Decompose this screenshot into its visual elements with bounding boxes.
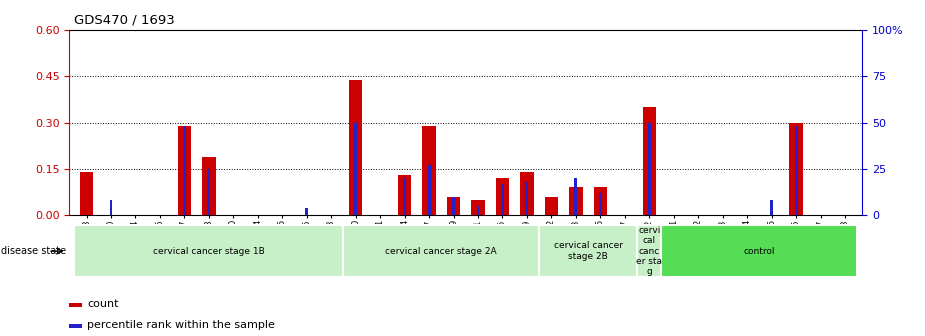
Bar [501,183,504,215]
Bar [520,172,534,215]
Bar [403,178,406,215]
Bar [471,200,485,215]
Bar [354,123,357,215]
Bar [525,182,528,215]
Bar [69,303,82,307]
Text: disease state: disease state [1,246,66,256]
Bar [305,208,308,215]
Bar [545,197,558,215]
Bar [109,200,113,215]
Bar [183,126,186,215]
FancyBboxPatch shape [539,225,637,277]
Bar [795,126,797,215]
Text: count: count [87,299,118,309]
Bar [427,165,430,215]
Text: GDS470 / 1693: GDS470 / 1693 [74,13,175,27]
Bar [80,172,93,215]
Bar [69,324,82,328]
Bar [598,193,602,215]
Bar [569,187,583,215]
FancyBboxPatch shape [74,225,343,277]
Bar [643,107,656,215]
Bar [447,197,461,215]
Text: percentile rank within the sample: percentile rank within the sample [87,320,275,330]
Bar [349,80,363,215]
FancyBboxPatch shape [343,225,539,277]
Bar [398,175,412,215]
Text: cervical cancer stage 2A: cervical cancer stage 2A [386,247,497,256]
Bar [789,123,803,215]
FancyBboxPatch shape [637,225,661,277]
Text: cervi
cal
canc
er sta
g: cervi cal canc er sta g [636,226,662,277]
Bar [202,157,216,215]
Text: control: control [744,247,775,256]
Bar [496,178,509,215]
Bar [574,178,577,215]
Text: cervical cancer
stage 2B: cervical cancer stage 2B [553,242,623,261]
Bar [207,169,210,215]
Bar [452,197,455,215]
Bar [594,187,607,215]
Bar [178,126,191,215]
Bar [476,206,479,215]
Text: cervical cancer stage 1B: cervical cancer stage 1B [153,247,265,256]
FancyBboxPatch shape [661,225,857,277]
Bar [423,126,436,215]
Bar [771,200,773,215]
Bar [648,123,650,215]
